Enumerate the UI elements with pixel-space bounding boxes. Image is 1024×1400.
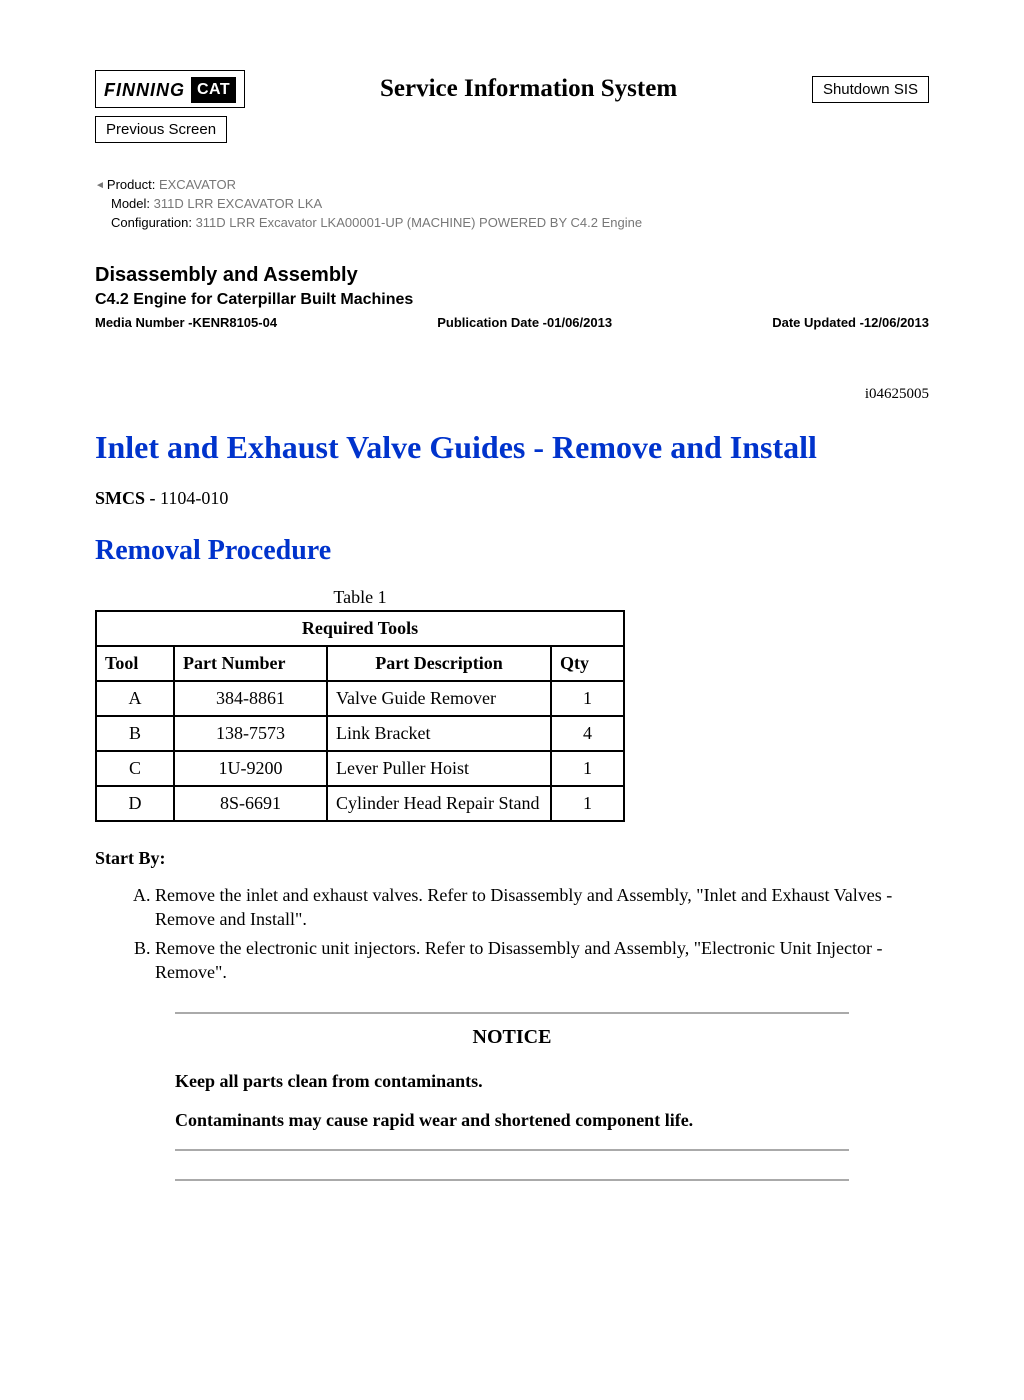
document-id: i04625005 xyxy=(95,386,929,403)
cell-desc: Valve Guide Remover xyxy=(327,681,551,716)
cell-desc: Lever Puller Hoist xyxy=(327,751,551,786)
brand-logo: FINNING CAT xyxy=(95,70,245,108)
procedure-title: Removal Procedure xyxy=(95,535,929,567)
notice-block: NOTICE Keep all parts clean from contami… xyxy=(175,1012,849,1181)
date-updated: Date Updated -12/06/2013 xyxy=(772,315,929,330)
start-by-list: Remove the inlet and exhaust valves. Ref… xyxy=(95,883,929,984)
cell-tool: C xyxy=(96,751,174,786)
col-qty: Qty xyxy=(551,646,624,681)
notice-title: NOTICE xyxy=(175,1026,849,1049)
media-number: Media Number -KENR8105-04 xyxy=(95,315,277,330)
start-by-label: Start By: xyxy=(95,848,929,869)
col-tool: Tool xyxy=(96,646,174,681)
shutdown-sis-button[interactable]: Shutdown SIS xyxy=(812,76,929,103)
table-row: C 1U-9200 Lever Puller Hoist 1 xyxy=(96,751,624,786)
notice-line: Keep all parts clean from contaminants. xyxy=(175,1071,849,1092)
config-value: 311D LRR Excavator LKA00001-UP (MACHINE)… xyxy=(192,215,642,230)
cell-part: 1U-9200 xyxy=(174,751,327,786)
col-desc: Part Description xyxy=(327,646,551,681)
cell-part: 384-8861 xyxy=(174,681,327,716)
product-label: Product: xyxy=(107,177,155,192)
divider xyxy=(175,1179,849,1181)
table-row: A 384-8861 Valve Guide Remover 1 xyxy=(96,681,624,716)
previous-screen-button[interactable]: Previous Screen xyxy=(95,116,227,143)
cell-tool: A xyxy=(96,681,174,716)
notice-line: Contaminants may cause rapid wear and sh… xyxy=(175,1110,849,1131)
table-caption: Table 1 xyxy=(95,587,625,608)
publication-date: Publication Date -01/06/2013 xyxy=(437,315,612,330)
list-item: Remove the inlet and exhaust valves. Ref… xyxy=(155,883,929,932)
back-arrow-icon: ◄ xyxy=(95,180,105,191)
page-title: Inlet and Exhaust Valve Guides - Remove … xyxy=(95,429,929,466)
table-row: B 138-7573 Link Bracket 4 xyxy=(96,716,624,751)
required-tools-table: Required Tools Tool Part Number Part Des… xyxy=(95,610,625,822)
cell-tool: D xyxy=(96,786,174,821)
product-meta: ◄Product: EXCAVATOR Model: 311D LRR EXCA… xyxy=(95,177,929,230)
cell-qty: 4 xyxy=(551,716,624,751)
model-label: Model: xyxy=(111,196,150,211)
cell-qty: 1 xyxy=(551,681,624,716)
section-title: Disassembly and Assembly xyxy=(95,264,929,287)
divider xyxy=(175,1012,849,1014)
smcs-code: 1104-010 xyxy=(160,488,228,508)
sis-title: Service Information System xyxy=(245,75,812,103)
cell-part: 138-7573 xyxy=(174,716,327,751)
cell-desc: Cylinder Head Repair Stand xyxy=(327,786,551,821)
smcs-label: SMCS - xyxy=(95,488,160,508)
cell-desc: Link Bracket xyxy=(327,716,551,751)
table-row: D 8S-6691 Cylinder Head Repair Stand 1 xyxy=(96,786,624,821)
product-value: EXCAVATOR xyxy=(155,177,236,192)
list-item: Remove the electronic unit injectors. Re… xyxy=(155,936,929,985)
table-title: Required Tools xyxy=(96,611,624,646)
section-subtitle: C4.2 Engine for Caterpillar Built Machin… xyxy=(95,291,929,309)
finning-text: FINNING xyxy=(104,80,185,101)
cell-part: 8S-6691 xyxy=(174,786,327,821)
config-label: Configuration: xyxy=(111,215,192,230)
col-part: Part Number xyxy=(174,646,327,681)
cell-qty: 1 xyxy=(551,751,624,786)
model-value: 311D LRR EXCAVATOR LKA xyxy=(150,196,322,211)
cat-badge: CAT xyxy=(191,77,236,103)
cell-qty: 1 xyxy=(551,786,624,821)
cell-tool: B xyxy=(96,716,174,751)
